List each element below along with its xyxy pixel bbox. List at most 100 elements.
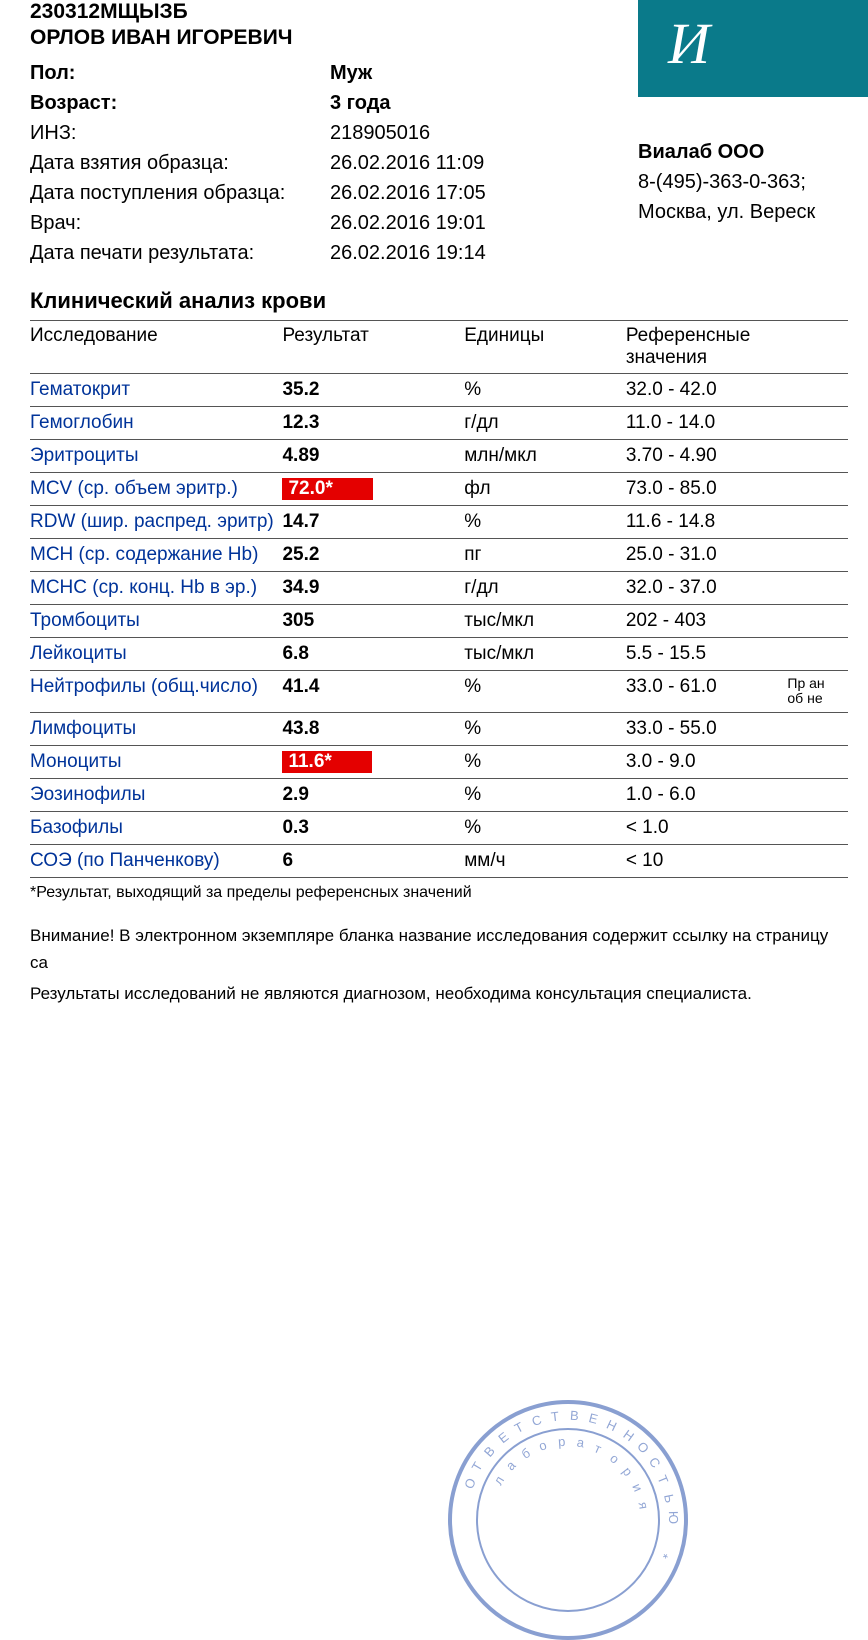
test-result: 6.8	[282, 638, 464, 671]
test-result: 25.2	[282, 539, 464, 572]
test-result: 2.9	[282, 778, 464, 811]
test-unit: фл	[464, 473, 626, 506]
test-unit: %	[464, 374, 626, 407]
stamp-outer-text: Н	[620, 1426, 636, 1444]
stamp-inner-text: а	[575, 1435, 585, 1451]
test-note	[787, 778, 848, 811]
test-result: 6	[282, 844, 464, 877]
test-note	[787, 844, 848, 877]
stamp: ОТВЕТСТВЕННОСТЬЮ *лаборатория	[448, 1400, 688, 1640]
test-reference: 5.5 - 15.5	[626, 638, 788, 671]
test-reference: 32.0 - 42.0	[626, 374, 788, 407]
test-unit: %	[464, 506, 626, 539]
table-row: Эритроциты4.89млн/мкл3.70 - 4.90	[30, 440, 848, 473]
table-row: Базофилы0.3%< 1.0	[30, 811, 848, 844]
meta-row: Возраст:3 года	[30, 88, 638, 118]
meta-row: Пол:Муж	[30, 58, 638, 88]
test-reference: < 1.0	[626, 811, 788, 844]
meta-row: Дата поступления образца:26.02.2016 17:0…	[30, 178, 638, 208]
stamp-inner-text: о	[607, 1450, 622, 1466]
test-name: MCH (ср. содержание Hb)	[30, 539, 282, 572]
test-unit: %	[464, 811, 626, 844]
stamp-inner-text: а	[503, 1458, 519, 1474]
meta-value: 26.02.2016 17:05	[330, 178, 486, 208]
test-note	[787, 745, 848, 778]
table-row: MCHC (ср. конц. Hb в эр.)34.9г/дл32.0 - …	[30, 572, 848, 605]
notice-2: Результаты исследований не являются диаг…	[30, 980, 848, 1007]
stamp-outer-text: Ю	[666, 1511, 681, 1524]
test-note	[787, 374, 848, 407]
test-note	[787, 506, 848, 539]
meta-row: Врач:26.02.2016 19:01	[30, 208, 638, 238]
test-unit: тыс/мкл	[464, 638, 626, 671]
stamp-inner-text: б	[518, 1445, 532, 1462]
stamp-outer-text: Т	[512, 1419, 526, 1436]
patient-name: ОРЛОВ ИВАН ИГОРЕВИЧ	[30, 26, 638, 50]
stamp-outer-text: Т	[550, 1408, 560, 1424]
test-note	[787, 638, 848, 671]
test-unit: пг	[464, 539, 626, 572]
test-unit: %	[464, 778, 626, 811]
test-reference: 33.0 - 55.0	[626, 712, 788, 745]
meta-value: 26.02.2016 19:14	[330, 238, 486, 268]
test-name: MCV (ср. объем эритр.)	[30, 473, 282, 506]
test-result: 12.3	[282, 407, 464, 440]
stamp-outer-text: Т	[469, 1459, 486, 1473]
stamp-outer-text: *	[655, 1550, 671, 1560]
test-result: 14.7	[282, 506, 464, 539]
test-reference: < 10	[626, 844, 788, 877]
result-flag: 11.6*	[282, 751, 371, 773]
table-row: Эозинофилы2.9%1.0 - 6.0	[30, 778, 848, 811]
meta-value: 26.02.2016 19:01	[330, 208, 486, 238]
table-row: Лимфоциты43.8%33.0 - 55.0	[30, 712, 848, 745]
stamp-inner-text: р	[557, 1434, 565, 1449]
test-name: Лейкоциты	[30, 638, 282, 671]
test-result: 11.6*	[282, 745, 464, 778]
meta-value: 26.02.2016 11:09	[330, 148, 484, 178]
test-result: 72.0*	[282, 473, 464, 506]
test-reference: 25.0 - 31.0	[626, 539, 788, 572]
meta-label: Пол:	[30, 58, 330, 88]
test-note	[787, 811, 848, 844]
test-name: RDW (шир. распред. эритр)	[30, 506, 282, 539]
stamp-outer-text: С	[530, 1412, 543, 1429]
test-note	[787, 473, 848, 506]
meta-row: ИНЗ:218905016	[30, 118, 638, 148]
stamp-inner-text: т	[592, 1440, 604, 1456]
lab-logo: И	[638, 0, 868, 97]
stamp-outer-text: О	[635, 1439, 653, 1457]
test-name: Эритроциты	[30, 440, 282, 473]
lab-name: Виалаб ООО	[638, 137, 868, 167]
test-reference: 1.0 - 6.0	[626, 778, 788, 811]
table-row: MCV (ср. объем эритр.)72.0*фл73.0 - 85.0	[30, 473, 848, 506]
section-title: Клинический анализ крови	[30, 288, 848, 314]
test-reference: 33.0 - 61.0	[626, 671, 788, 713]
meta-value: Муж	[330, 58, 372, 88]
test-unit: г/дл	[464, 572, 626, 605]
test-unit: тыс/мкл	[464, 605, 626, 638]
test-result: 4.89	[282, 440, 464, 473]
document-id: 230312МЩЫЗБ	[30, 0, 638, 24]
stamp-outer-text: В	[570, 1408, 580, 1424]
test-note	[787, 712, 848, 745]
meta-value: 218905016	[330, 118, 430, 148]
stamp-inner-text: р	[620, 1464, 636, 1479]
test-name: Моноциты	[30, 745, 282, 778]
meta-label: Дата взятия образца:	[30, 148, 330, 178]
test-name: Эозинофилы	[30, 778, 282, 811]
test-note	[787, 572, 848, 605]
test-note	[787, 605, 848, 638]
test-result: 0.3	[282, 811, 464, 844]
footnote: *Результат, выходящий за пределы референ…	[30, 884, 848, 902]
test-note	[787, 539, 848, 572]
stamp-outer-text: В	[481, 1443, 498, 1459]
test-reference: 73.0 - 85.0	[626, 473, 788, 506]
meta-row: Дата взятия образца:26.02.2016 11:09	[30, 148, 638, 178]
table-row: MCH (ср. содержание Hb)25.2пг25.0 - 31.0	[30, 539, 848, 572]
stamp-outer-text: Ь	[661, 1493, 677, 1504]
meta-label: Возраст:	[30, 88, 330, 118]
test-name: Нейтрофилы (общ.число)	[30, 671, 282, 713]
meta-label: ИНЗ:	[30, 118, 330, 148]
test-unit: млн/мкл	[464, 440, 626, 473]
meta-label: Дата поступления образца:	[30, 178, 330, 208]
